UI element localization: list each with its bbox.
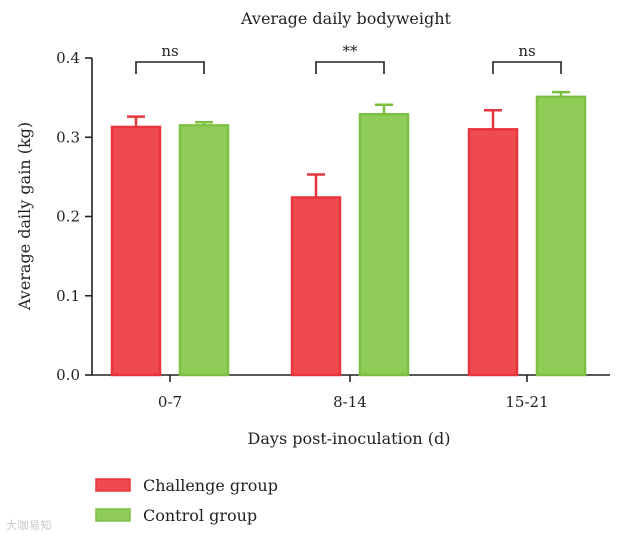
bars [110,90,587,377]
significance-label: ns [518,42,535,60]
x-axis-ticks: 0-7 8-14 15-21 [158,375,549,411]
watermark-text: 大咖易知 [6,519,52,532]
bar-control [535,95,587,377]
bar-control [358,113,410,377]
legend: Challenge group Control group [95,476,278,525]
significance-bracket [492,61,562,74]
bar-challenge [467,128,519,377]
x-tick-label: 15-21 [505,393,548,411]
x-tick-label: 8-14 [333,393,367,411]
significance-bracket [315,61,385,74]
y-axis-label: Average daily gain (kg) [15,122,34,311]
legend-swatch [95,478,131,492]
y-tick-label: 0.4 [56,49,80,67]
x-tick-label: 0-7 [158,393,182,411]
x-axis-label: Days post-inoculation (d) [248,429,451,448]
bar-challenge [110,125,162,377]
y-axis-ticks: 0.0 0.1 0.2 0.3 0.4 [56,49,92,384]
y-tick-label: 0.1 [56,287,80,305]
legend-label: Control group [143,506,257,525]
y-tick-label: 0.0 [56,366,80,384]
significance-annotations: ns ** ns [135,42,562,74]
legend-label: Challenge group [143,476,278,495]
bar-control [178,124,230,377]
y-tick-label: 0.3 [56,128,80,146]
y-tick-label: 0.2 [56,208,80,226]
legend-swatch [95,508,131,522]
significance-label: ** [343,42,359,60]
significance-label: ns [161,42,178,60]
significance-bracket [135,61,205,74]
chart-title: Average daily bodyweight [240,9,452,28]
bar-challenge [290,196,342,377]
